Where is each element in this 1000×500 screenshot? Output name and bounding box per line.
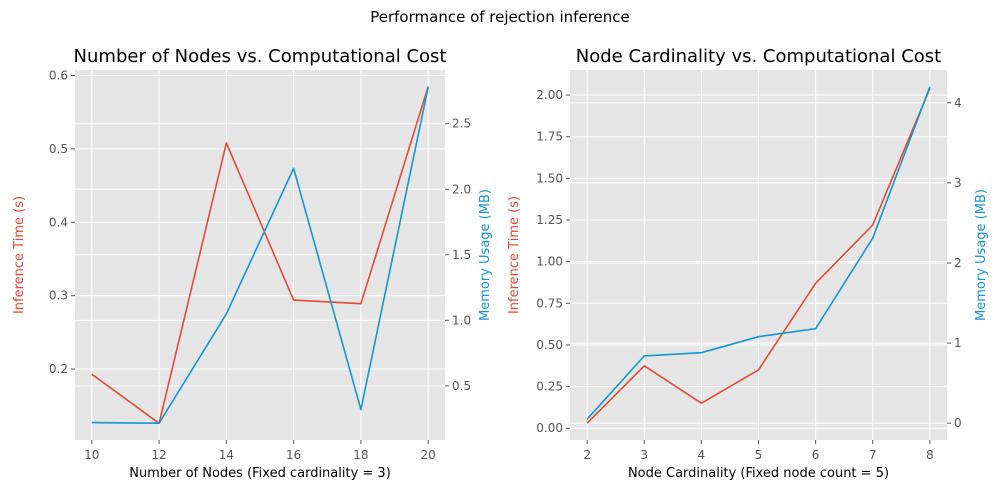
x-axis-label: Node Cardinality (Fixed node count = 5)	[628, 466, 889, 481]
y-tick-label: 0.5	[49, 142, 68, 156]
y-axis-label: Inference Time (s)	[507, 196, 522, 314]
y-tick-label: 0.50	[536, 338, 563, 352]
x-tick-label: 4	[698, 448, 706, 462]
y-tick-label: 1.75	[536, 130, 563, 144]
x-tick-label: 16	[286, 448, 301, 462]
y2-tick-label: 1.0	[452, 313, 471, 327]
y-tick-label: 1.50	[536, 171, 563, 185]
x-tick-label: 10	[84, 448, 99, 462]
y-tick-label: 0.3	[49, 289, 68, 303]
y2-tick-label: 2	[954, 256, 962, 270]
y-tick-label: 1.25	[536, 213, 563, 227]
inference-time-line	[91, 86, 429, 425]
y-tick-label: 2.00	[536, 88, 563, 102]
x-tick-label: 6	[812, 448, 820, 462]
y-tick-label: 0.00	[536, 421, 563, 435]
memory-usage-line	[586, 86, 931, 420]
x-tick-label: 5	[755, 448, 763, 462]
chart-title: Number of Nodes vs. Computational Cost	[74, 46, 447, 67]
x-tick-label: 3	[640, 448, 648, 462]
y2-axis-label: Memory Usage (MB)	[478, 189, 493, 321]
y-tick-label: 0.2	[49, 362, 68, 376]
y2-axis-label: Memory Usage (MB)	[974, 189, 989, 321]
x-tick-label: 20	[421, 448, 436, 462]
y-tick-label: 0.6	[49, 69, 68, 83]
y-tick-label: 0.75	[536, 296, 563, 310]
y-tick-label: 1.00	[536, 255, 563, 269]
y2-tick-label: 0.5	[452, 379, 471, 393]
x-tick-label: 14	[219, 448, 234, 462]
y2-tick-label: 1.5	[452, 248, 471, 262]
y-axis-label: Inference Time (s)	[12, 196, 27, 314]
figure-title: Performance of rejection inference	[370, 8, 630, 26]
y2-tick-label: 0	[954, 416, 962, 430]
x-tick-label: 7	[869, 448, 877, 462]
memory-usage-line	[91, 86, 429, 425]
chart-panel-2: 2 3 4 5 6 7 8 0.00 0.25 0.50 0.75 1.00 1.25 1.50 1.75 2…	[507, 46, 989, 481]
y2-tick-label: 1	[954, 336, 962, 350]
chart-title: Node Cardinality vs. Computational Cost	[576, 46, 941, 67]
x-tick-label: 18	[353, 448, 368, 462]
chart-panel-1: 10 12 14 16 18 20 0.2 0.3 0.4 0.5 0.6 0.5 1.0 1.5 2.0 2…	[12, 46, 493, 481]
x-tick-label: 2	[583, 448, 591, 462]
y2-tick-label: 3	[954, 176, 962, 190]
x-tick-label: 12	[151, 448, 166, 462]
inference-time-line	[586, 88, 931, 424]
y-tick-label: 0.4	[49, 215, 68, 229]
y2-tick-label: 2.0	[452, 182, 471, 196]
y2-tick-label: 2.5	[452, 117, 471, 131]
y-tick-label: 0.25	[536, 380, 563, 394]
x-tick-label: 8	[926, 448, 934, 462]
x-axis-label: Number of Nodes (Fixed cardinality = 3)	[129, 466, 391, 481]
y2-tick-label: 4	[954, 96, 962, 110]
